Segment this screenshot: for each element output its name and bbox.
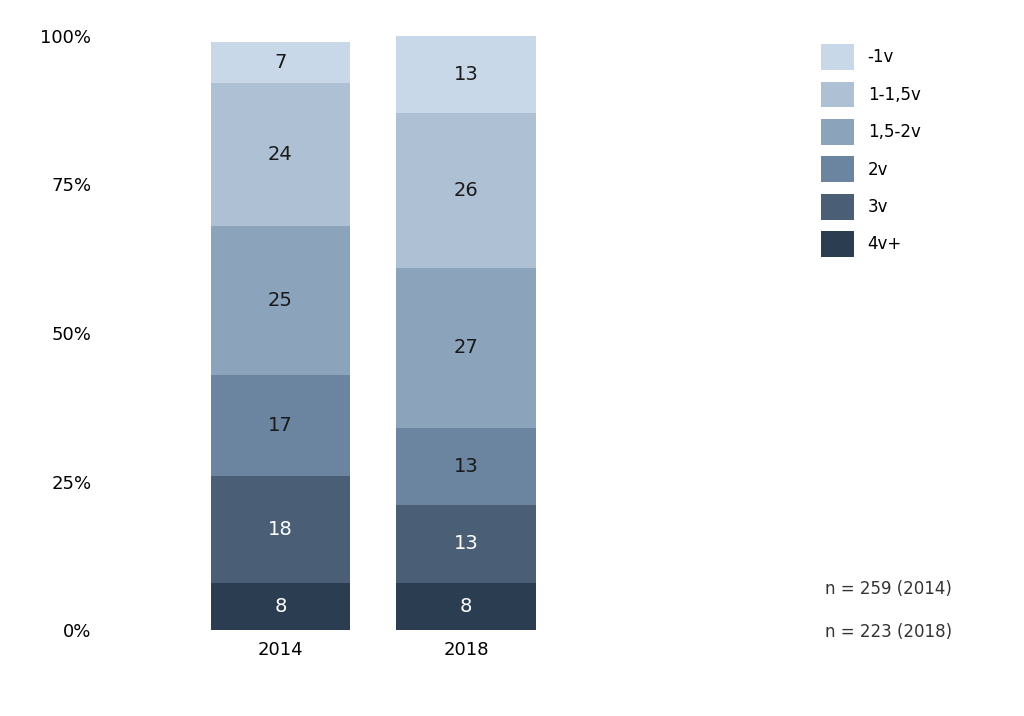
Text: 17: 17 bbox=[268, 415, 293, 435]
Bar bbox=[211, 226, 350, 374]
Legend: -1v, 1-1,5v, 1,5-2v, 2v, 3v, 4v+: -1v, 1-1,5v, 1,5-2v, 2v, 3v, 4v+ bbox=[821, 44, 921, 257]
Text: n = 259 (2014): n = 259 (2014) bbox=[825, 580, 952, 599]
Bar bbox=[396, 428, 536, 505]
Bar bbox=[396, 583, 536, 630]
Bar bbox=[211, 583, 350, 630]
Text: n = 223 (2018): n = 223 (2018) bbox=[825, 623, 952, 642]
Bar bbox=[396, 505, 536, 583]
Text: 18: 18 bbox=[268, 520, 293, 538]
Bar bbox=[211, 374, 350, 475]
Bar bbox=[396, 36, 536, 113]
Bar bbox=[396, 268, 536, 428]
Bar bbox=[211, 42, 350, 83]
Text: 24: 24 bbox=[268, 145, 293, 164]
Bar bbox=[396, 113, 536, 268]
Text: 8: 8 bbox=[274, 597, 287, 616]
Text: 13: 13 bbox=[454, 65, 478, 84]
Text: 13: 13 bbox=[454, 457, 478, 476]
Text: 13: 13 bbox=[454, 534, 478, 553]
Text: 7: 7 bbox=[274, 53, 287, 72]
Text: 8: 8 bbox=[460, 597, 472, 616]
Text: 26: 26 bbox=[454, 181, 478, 200]
Bar bbox=[211, 475, 350, 583]
Text: 27: 27 bbox=[454, 338, 478, 357]
Bar bbox=[211, 83, 350, 226]
Text: 25: 25 bbox=[268, 291, 293, 310]
